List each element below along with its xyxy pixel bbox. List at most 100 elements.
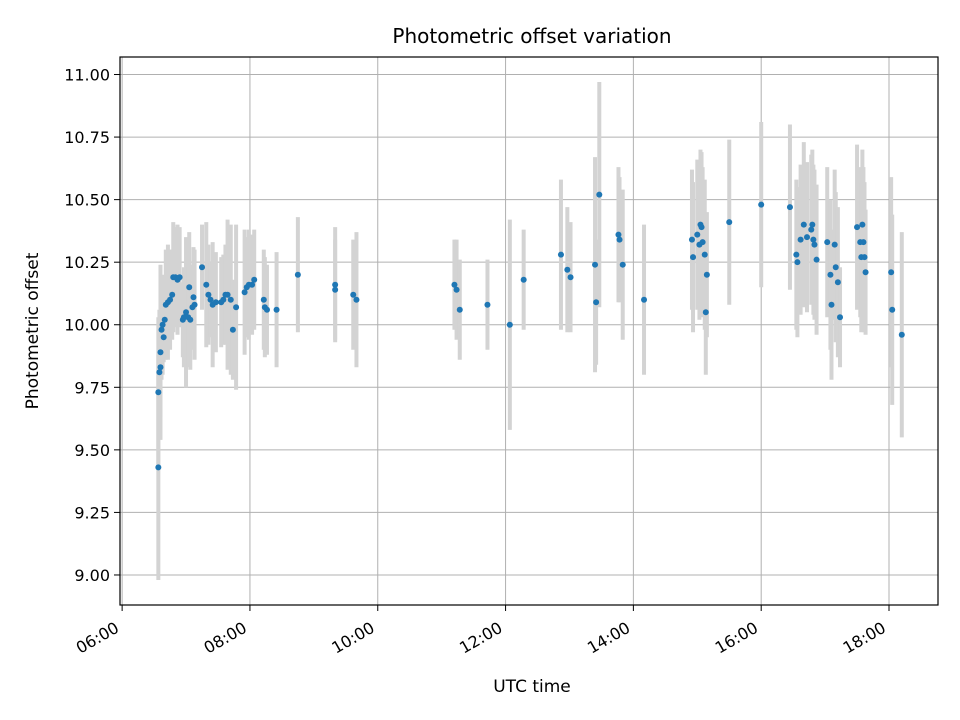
data-point	[797, 236, 804, 243]
data-point	[207, 296, 214, 303]
data-point	[187, 316, 194, 323]
data-point	[251, 276, 258, 283]
data-point	[180, 314, 187, 321]
y-axis: 9.00 9.25 9.50 9.75 10.00 10.25 10.50 10.75 11.0…	[64, 66, 120, 585]
data-point	[167, 296, 174, 303]
y-tick-label: 9.50	[74, 441, 110, 460]
data-point	[332, 286, 339, 293]
data-point	[557, 251, 564, 258]
data-point	[273, 306, 280, 313]
data-point	[596, 191, 603, 198]
data-point	[227, 296, 234, 303]
data-point	[157, 364, 164, 371]
data-point	[726, 219, 733, 226]
data-point	[694, 231, 701, 238]
data-point	[861, 254, 868, 261]
data-point	[176, 274, 183, 281]
data-points	[155, 191, 905, 471]
data-point	[808, 226, 815, 233]
data-point	[832, 264, 839, 271]
data-point	[701, 251, 708, 258]
data-point	[564, 266, 571, 273]
data-point	[260, 296, 267, 303]
data-point	[190, 294, 197, 301]
data-point	[159, 321, 166, 328]
y-tick-label: 9.25	[74, 503, 110, 522]
data-point	[889, 306, 896, 313]
data-point	[809, 221, 816, 228]
data-point	[169, 291, 176, 298]
data-point	[828, 301, 835, 308]
plot-frame	[119, 56, 939, 606]
data-point	[758, 201, 765, 208]
data-point	[813, 256, 820, 263]
data-point	[854, 224, 861, 231]
data-point	[619, 261, 626, 268]
y-tick-label: 10.75	[64, 128, 110, 147]
data-point	[183, 309, 190, 316]
data-point	[294, 271, 301, 278]
data-point	[451, 281, 458, 288]
data-point	[699, 239, 706, 246]
data-point	[898, 331, 905, 338]
y-tick-label: 11.00	[64, 66, 110, 85]
data-point	[616, 236, 623, 243]
data-point	[205, 291, 212, 298]
data-point	[859, 221, 866, 228]
y-tick-label: 10.25	[64, 253, 110, 272]
data-point	[484, 301, 491, 308]
data-point	[155, 389, 162, 396]
y-tick-label: 10.50	[64, 191, 110, 210]
data-point	[567, 274, 574, 281]
data-point	[203, 281, 210, 288]
data-point	[263, 306, 270, 313]
data-point	[888, 269, 895, 276]
data-point	[156, 369, 163, 376]
data-point	[199, 264, 206, 271]
data-point	[800, 221, 807, 228]
data-point	[233, 304, 240, 311]
data-point	[592, 261, 599, 268]
data-point	[157, 349, 164, 356]
data-point	[794, 259, 801, 266]
data-point	[641, 296, 648, 303]
data-point	[161, 316, 168, 323]
data-point	[160, 334, 167, 341]
data-point	[353, 296, 360, 303]
data-point	[453, 286, 460, 293]
data-point	[506, 321, 513, 328]
data-point	[350, 291, 357, 298]
data-point	[810, 236, 817, 243]
data-point	[224, 291, 231, 298]
data-point	[860, 239, 867, 246]
data-point	[827, 271, 834, 278]
y-tick-label: 9.75	[74, 378, 110, 397]
y-tick-label: 10.00	[64, 316, 110, 335]
data-point	[834, 279, 841, 286]
data-point	[155, 464, 162, 471]
chart-title: Photometric offset variation	[392, 24, 671, 48]
data-point	[593, 299, 600, 306]
data-point	[241, 289, 248, 296]
y-tick-label: 9.00	[74, 566, 110, 585]
data-point	[690, 254, 697, 261]
grid	[120, 57, 938, 605]
data-point	[862, 269, 869, 276]
data-point	[186, 284, 193, 291]
data-point	[837, 314, 844, 321]
data-point	[212, 299, 219, 306]
data-point	[220, 296, 227, 303]
data-point	[698, 224, 705, 231]
data-point	[831, 241, 838, 248]
data-point	[803, 234, 810, 241]
x-axis-label: UTC time	[493, 677, 571, 697]
y-axis-label: Photometric offset	[23, 252, 43, 409]
data-point	[688, 236, 695, 243]
data-point	[703, 271, 710, 278]
data-point	[824, 239, 831, 246]
data-point	[702, 309, 709, 316]
data-point	[520, 276, 527, 283]
data-point	[456, 306, 463, 313]
